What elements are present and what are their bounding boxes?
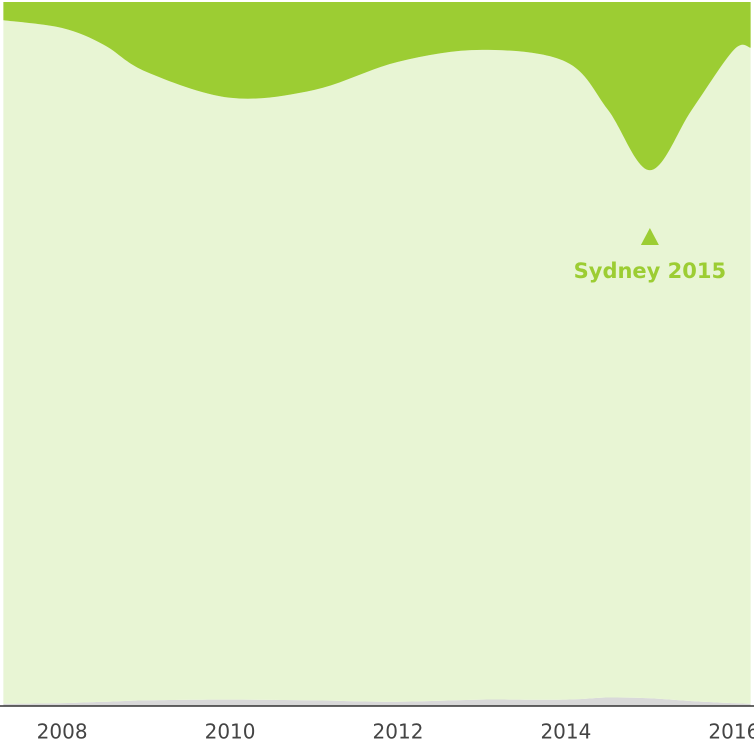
x-tick-label: 2010: [205, 720, 256, 744]
area: [3, 697, 751, 706]
annotation-label: Sydney 2015: [574, 259, 727, 283]
x-tick-label: 2014: [540, 720, 591, 744]
x-tick-label: 2016: [708, 720, 754, 744]
area: [3, 20, 751, 704]
area: [3, 2, 751, 171]
annotation-arrow: [640, 228, 659, 245]
x-tick-label: 2008: [37, 720, 88, 744]
x-tick-label: 2012: [373, 720, 424, 744]
